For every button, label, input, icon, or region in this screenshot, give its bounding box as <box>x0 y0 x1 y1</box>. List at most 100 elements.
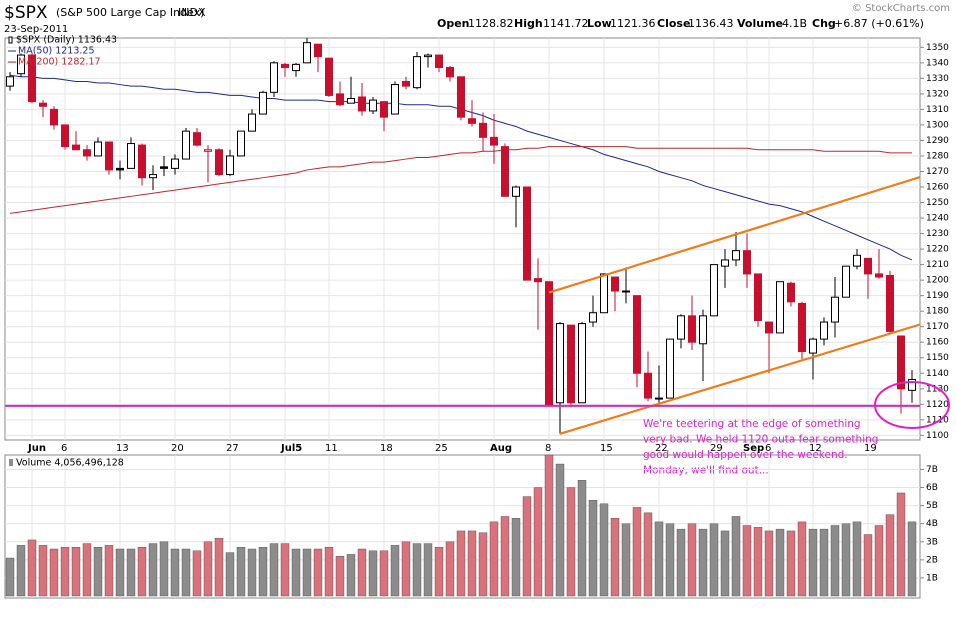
y-tick-label: 2B <box>926 555 938 565</box>
x-tick-label: 20 <box>171 443 184 454</box>
x-tick-label: Jun <box>27 443 46 454</box>
candle-body <box>644 372 652 399</box>
quote-label: High <box>514 17 543 30</box>
y-tick-label: 4B <box>926 519 938 529</box>
volume-bar <box>159 541 169 597</box>
candle-body <box>215 149 223 176</box>
x-tick-label: 6 <box>765 443 771 454</box>
candle-body <box>72 144 80 151</box>
y-tick-label: 1320 <box>926 89 949 99</box>
y-tick-label: 1250 <box>926 198 949 208</box>
volume-bar <box>797 521 807 597</box>
quote-label: Volume <box>737 17 783 30</box>
volume-bar <box>566 487 576 597</box>
highlight-ellipse <box>874 381 950 429</box>
volume-bar <box>830 525 840 597</box>
volume-bar <box>291 548 301 597</box>
candle-body <box>732 250 740 261</box>
x-tick-label: 18 <box>380 443 393 454</box>
candle-body <box>303 42 311 64</box>
trendline <box>548 176 921 294</box>
candle-body <box>490 136 498 146</box>
legend-label: Volume 4,056,496,128 <box>16 458 124 469</box>
candle-body <box>611 276 619 292</box>
volume-bar <box>907 521 917 597</box>
candle-body <box>83 149 91 157</box>
y-tick-label: 1220 <box>926 245 949 255</box>
index-name: (S&P 500 Large Cap Index) <box>56 6 204 19</box>
volume-bar <box>104 545 114 597</box>
volume-bar <box>170 548 180 597</box>
volume-bar <box>27 539 37 597</box>
moving-average <box>9 146 912 214</box>
volume-bar <box>588 499 598 597</box>
candle-body <box>281 63 289 68</box>
candle-body <box>699 315 707 345</box>
candle-body <box>864 257 872 275</box>
volume-bar <box>577 480 587 597</box>
candle-body <box>688 315 696 343</box>
volume-bar <box>489 521 499 597</box>
candle-body <box>710 264 718 317</box>
candle-body <box>6 76 14 87</box>
volume-bar <box>786 530 796 597</box>
quote-value: 4.1B <box>782 17 807 30</box>
x-tick-label: 15 <box>600 443 613 454</box>
volume-bar <box>885 514 895 597</box>
candle-body <box>743 250 751 275</box>
volume-bar <box>599 503 609 597</box>
x-tick-label: 11 <box>325 443 338 454</box>
candle-body <box>556 323 564 404</box>
legend-label: MA(200) 1282.17 <box>18 57 101 68</box>
candle-body <box>61 124 69 148</box>
y-tick-label: 1290 <box>926 136 949 146</box>
volume-bar <box>192 550 202 597</box>
candle-body <box>798 302 806 353</box>
y-tick-label: 1140 <box>926 369 949 379</box>
candle-body <box>875 273 883 278</box>
volume-bar <box>379 550 389 597</box>
y-tick-label: 6B <box>926 483 938 493</box>
y-tick-label: 7B <box>926 465 938 475</box>
annotation: Monday, we'll find out... <box>643 465 769 477</box>
volume-bar <box>896 492 906 597</box>
x-tick-label: Aug <box>490 443 512 454</box>
candle-body <box>600 273 608 314</box>
candle-body <box>138 144 146 179</box>
quote-value: 1128.82 <box>468 17 514 30</box>
candle-body <box>622 290 630 293</box>
volume-bar <box>445 541 455 597</box>
quote-label: Chg <box>812 17 836 30</box>
x-tick-label: 22 <box>655 443 668 454</box>
y-tick-label: 1350 <box>926 43 949 53</box>
x-tick-label: 27 <box>226 443 239 454</box>
volume-bar <box>269 543 279 597</box>
candle-body <box>50 108 58 126</box>
volume-bar <box>808 528 818 597</box>
volume-bar <box>478 532 488 597</box>
volume-bar <box>742 525 752 597</box>
volume-bar <box>555 463 565 597</box>
volume-bar <box>676 528 686 597</box>
candle-body <box>479 122 487 138</box>
candle-body <box>402 80 410 87</box>
candle-body <box>501 146 509 197</box>
volume-bar <box>412 543 422 597</box>
volume-bar <box>775 528 785 597</box>
candle-body <box>226 155 234 176</box>
quote-value: 1141.72 <box>543 17 589 30</box>
volume-bar <box>731 516 741 597</box>
candle-body <box>754 273 762 321</box>
x-tick-label: 19 <box>864 443 877 454</box>
volume-bar <box>148 543 158 597</box>
volume-bar <box>60 546 70 597</box>
x-tick-label: Jul5 <box>280 443 302 454</box>
y-tick-label: 1170 <box>926 322 949 332</box>
candle-body <box>127 143 135 169</box>
legend-icon <box>8 36 13 44</box>
volume-bar <box>346 554 356 597</box>
candle-body <box>534 278 542 283</box>
volume-bar <box>456 530 466 597</box>
